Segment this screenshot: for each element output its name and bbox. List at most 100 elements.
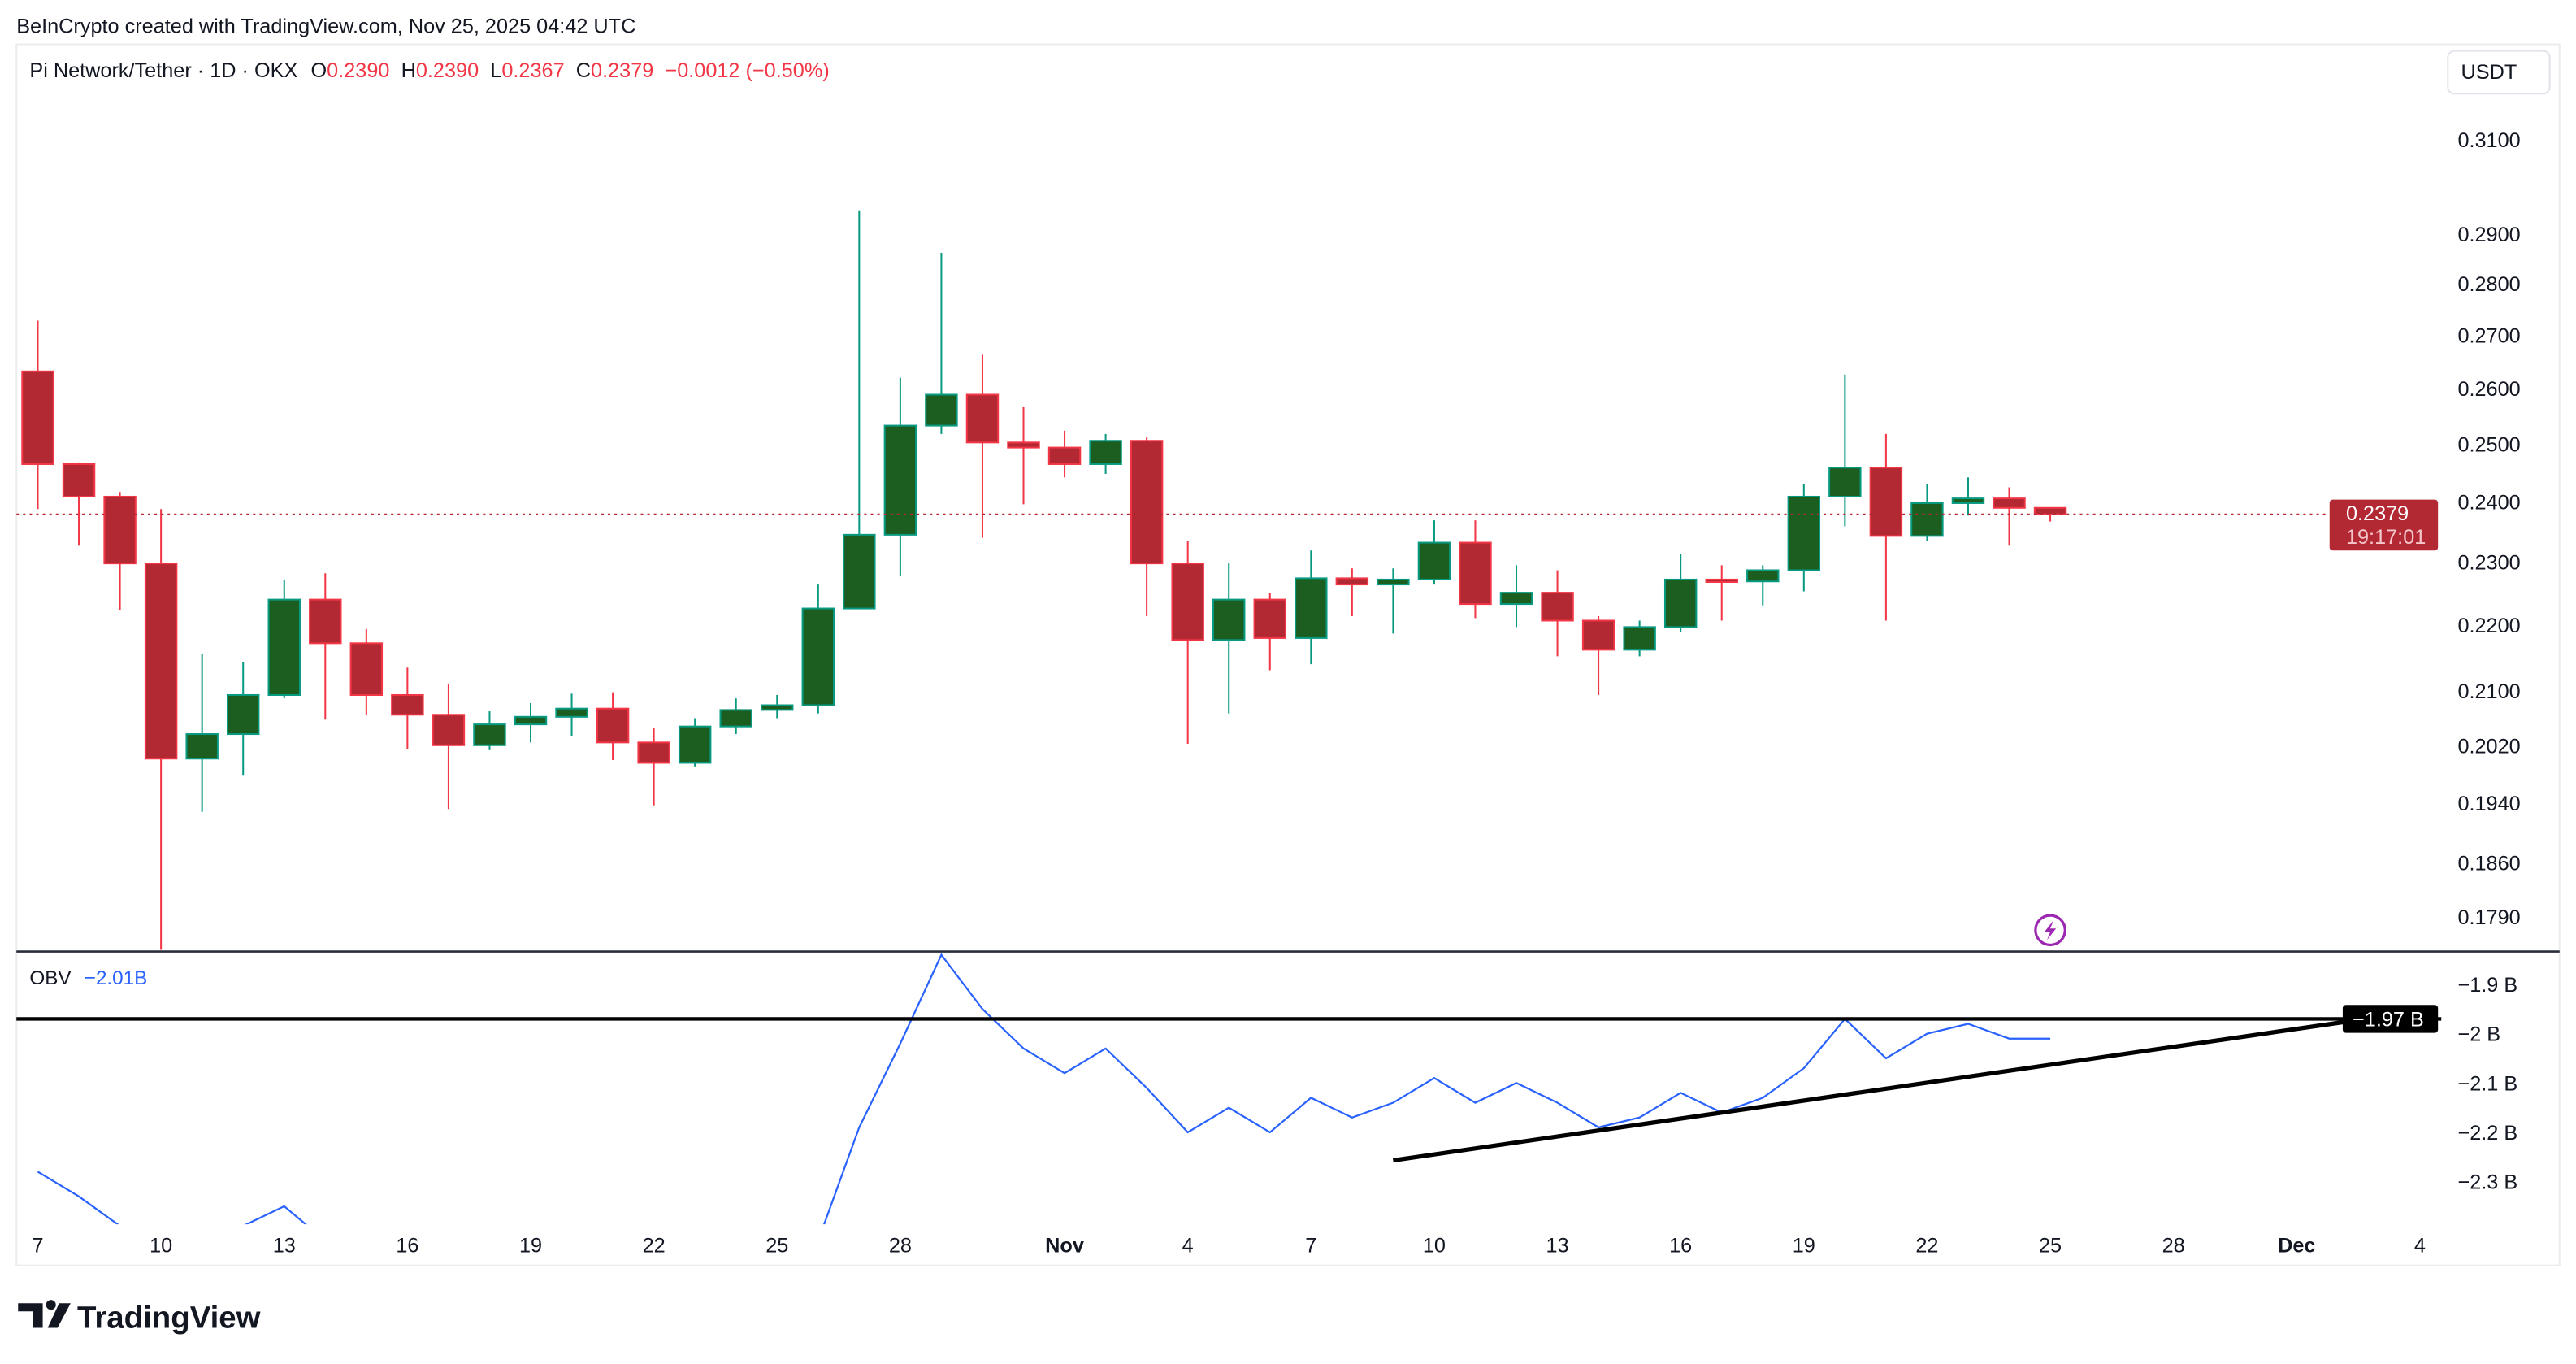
price-axis[interactable]: 0.3100 0.2900 0.2800 0.2700 0.2600 0.2500 0.24… xyxy=(2457,129,2520,929)
obv-name: OBV xyxy=(29,967,72,989)
candle xyxy=(1089,433,1122,475)
date-tick-label: 28 xyxy=(2162,1235,2185,1258)
candle xyxy=(1869,433,1903,621)
candle-body xyxy=(1047,446,1082,465)
candle-body xyxy=(267,598,301,697)
obv-legend: OBV −2.01B xyxy=(29,967,147,989)
ohlc-legend: Pi Network/Tether · 1D · OKX O0.2390 H0.23… xyxy=(29,59,829,82)
lightning-icon[interactable] xyxy=(2034,914,2066,947)
date-tick-label: 16 xyxy=(396,1235,418,1258)
high-value: 0.2390 xyxy=(416,59,479,82)
candle xyxy=(883,377,917,577)
candle-body xyxy=(1623,626,1656,651)
obv-tick-label: −2.3 B xyxy=(2457,1171,2517,1194)
date-tick-label: 28 xyxy=(889,1235,912,1258)
candle xyxy=(1623,620,1656,657)
candle xyxy=(1295,550,1328,665)
candle-body xyxy=(391,693,424,716)
obv-value: −2.01B xyxy=(85,967,148,989)
candle xyxy=(1663,554,1698,632)
date-tick-label: 4 xyxy=(2414,1235,2426,1258)
price-tick-label: 0.2500 xyxy=(2457,434,2520,457)
time-axis[interactable]: 7 10 13 16 19 22 25 28 Nov 4 7 10 13 16 19 22 25 28 Dec 4 xyxy=(32,1235,2426,1258)
candle-body xyxy=(21,370,54,465)
candle xyxy=(1746,565,1780,606)
currency-button[interactable]: USDT xyxy=(2447,50,2551,95)
close-value: 0.2379 xyxy=(591,59,653,82)
candle-body xyxy=(1335,577,1369,586)
candle-body xyxy=(555,707,588,718)
candle xyxy=(1787,484,1821,592)
candle xyxy=(2033,506,2067,522)
date-tick-label: 22 xyxy=(1915,1235,1938,1258)
low-label: L xyxy=(490,59,501,82)
change-value: −0.0012 (−0.50%) xyxy=(665,59,829,82)
candle xyxy=(1581,615,1615,695)
candle xyxy=(1541,570,1574,657)
candle xyxy=(1993,487,2026,546)
candle xyxy=(965,354,1000,538)
price-tick-label: 0.1860 xyxy=(2457,852,2520,875)
candle-body xyxy=(349,642,384,697)
attribution-text: BeInCrypto created with TradingView.com,… xyxy=(16,15,635,37)
obv-trendline[interactable] xyxy=(1393,1015,2376,1163)
obv-level-marker: −1.97 B xyxy=(2342,1005,2439,1033)
candle xyxy=(514,702,548,743)
candle-body xyxy=(1253,598,1286,639)
candle-body xyxy=(144,563,178,760)
candle xyxy=(1130,437,1164,616)
chart-frame xyxy=(15,43,2561,1266)
currency-label: USDT xyxy=(2461,61,2517,84)
candle-body xyxy=(1787,495,1821,571)
date-tick-label: 13 xyxy=(273,1235,296,1258)
candle-body xyxy=(1007,441,1040,449)
candle xyxy=(226,662,260,776)
candle xyxy=(1171,541,1204,745)
candle xyxy=(1417,520,1451,585)
price-tick-label: 0.1790 xyxy=(2457,906,2520,929)
candle xyxy=(1499,565,1533,628)
open-value: 0.2390 xyxy=(327,59,389,82)
obv-tick-label: −1.9 B xyxy=(2457,974,2517,997)
candle xyxy=(1910,484,1944,541)
candle xyxy=(21,320,54,510)
date-tick-label: Nov xyxy=(1045,1235,1084,1258)
symbol-name[interactable]: Pi Network/Tether · 1D · OKX xyxy=(29,59,297,82)
candle xyxy=(596,692,630,760)
price-tick-label: 0.2900 xyxy=(2457,224,2520,246)
obv-tick-label: −2.2 B xyxy=(2457,1122,2517,1145)
date-tick-label: 13 xyxy=(1546,1235,1569,1258)
price-tick-label: 0.3100 xyxy=(2457,129,2520,152)
date-tick-label: 10 xyxy=(1423,1235,1446,1258)
candle xyxy=(1377,568,1410,634)
candle-body xyxy=(2033,506,2067,515)
candle xyxy=(309,573,342,720)
candle-body xyxy=(1130,440,1164,565)
obv-line xyxy=(37,953,2051,1225)
price-tick-label: 0.2020 xyxy=(2457,736,2520,758)
candle xyxy=(103,492,137,610)
candle xyxy=(678,718,712,767)
obv-level-value: −1.97 B xyxy=(2353,1009,2424,1032)
candle xyxy=(349,628,384,715)
candle-body xyxy=(432,714,466,746)
obv-axis[interactable]: −1.9 B −2 B −2.1 B −2.2 B −2.3 B xyxy=(2457,974,2517,1194)
candle-body xyxy=(1663,578,1698,628)
candle-body xyxy=(309,598,342,645)
candle-body xyxy=(473,723,506,746)
price-tick-label: 0.2200 xyxy=(2457,615,2520,637)
date-tick-label: 4 xyxy=(1182,1235,1194,1258)
candle xyxy=(1705,565,1738,621)
candle-body xyxy=(1746,569,1780,583)
price-tick-label: 0.2400 xyxy=(2457,492,2520,515)
low-value: 0.2367 xyxy=(501,59,564,82)
candle-body xyxy=(678,725,712,764)
candle xyxy=(185,654,219,812)
price-tick-label: 0.2700 xyxy=(2457,324,2520,347)
obv-tick-label: −2 B xyxy=(2457,1023,2500,1046)
bar-countdown: 19:17:01 xyxy=(2346,526,2426,549)
candle xyxy=(62,462,96,546)
tradingview-logo[interactable]: TradingView xyxy=(18,1300,261,1336)
candle xyxy=(1212,563,1246,714)
